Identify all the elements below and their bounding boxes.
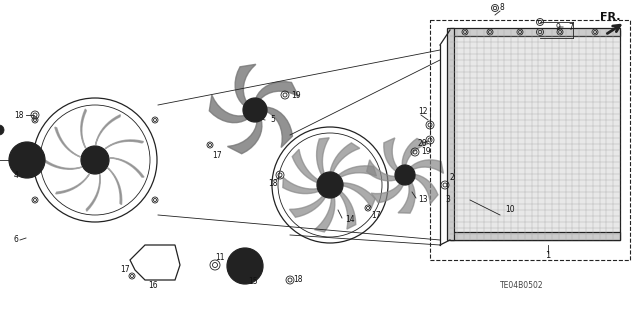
Text: 3: 3 <box>445 196 450 204</box>
Text: 16: 16 <box>148 280 157 290</box>
Circle shape <box>81 146 109 174</box>
Polygon shape <box>292 149 318 183</box>
Text: 17: 17 <box>371 211 381 219</box>
Polygon shape <box>235 64 256 107</box>
Circle shape <box>240 261 250 271</box>
Text: 12: 12 <box>418 108 428 116</box>
Bar <box>447 28 454 240</box>
Text: 6: 6 <box>14 235 19 244</box>
Polygon shape <box>384 138 399 172</box>
Polygon shape <box>43 160 82 169</box>
Circle shape <box>317 172 343 198</box>
Polygon shape <box>255 82 299 101</box>
Polygon shape <box>209 95 249 122</box>
Circle shape <box>227 248 263 284</box>
Polygon shape <box>105 140 143 149</box>
Text: 8: 8 <box>500 4 505 12</box>
Text: 13: 13 <box>418 196 428 204</box>
Polygon shape <box>367 160 398 181</box>
Text: 18: 18 <box>268 179 278 188</box>
Text: 15: 15 <box>248 278 258 286</box>
Text: 18: 18 <box>14 110 24 120</box>
Circle shape <box>22 155 32 165</box>
Polygon shape <box>289 196 325 217</box>
Text: 19: 19 <box>421 147 431 157</box>
Polygon shape <box>413 174 438 204</box>
Bar <box>450 28 620 36</box>
Polygon shape <box>95 115 120 145</box>
Polygon shape <box>339 192 356 229</box>
Polygon shape <box>227 118 262 154</box>
Polygon shape <box>314 197 335 232</box>
Text: 11: 11 <box>215 253 225 262</box>
Text: 2: 2 <box>450 174 455 182</box>
Text: 14: 14 <box>345 216 355 225</box>
Polygon shape <box>108 168 122 204</box>
Circle shape <box>9 142 45 178</box>
Polygon shape <box>283 178 319 194</box>
Circle shape <box>395 165 415 185</box>
Text: 5: 5 <box>270 115 275 124</box>
Bar <box>450 232 620 240</box>
Text: 4: 4 <box>14 170 19 180</box>
Polygon shape <box>81 109 86 148</box>
Polygon shape <box>398 181 415 213</box>
Polygon shape <box>110 158 144 177</box>
Polygon shape <box>265 107 292 147</box>
Polygon shape <box>339 166 376 177</box>
Polygon shape <box>86 174 100 211</box>
Text: 20: 20 <box>418 138 428 147</box>
Text: 19: 19 <box>291 91 301 100</box>
Text: 9: 9 <box>556 24 561 33</box>
Polygon shape <box>55 127 81 157</box>
Text: 10: 10 <box>505 205 515 214</box>
Polygon shape <box>371 182 404 203</box>
Text: 17: 17 <box>212 151 221 160</box>
Polygon shape <box>402 138 428 167</box>
Polygon shape <box>317 138 329 175</box>
Text: TE04B0502: TE04B0502 <box>500 280 543 290</box>
Text: 18: 18 <box>293 276 303 285</box>
Circle shape <box>0 125 4 135</box>
Polygon shape <box>330 143 360 172</box>
Polygon shape <box>56 174 90 194</box>
Text: 1: 1 <box>545 250 550 259</box>
Text: 7: 7 <box>568 23 573 32</box>
Polygon shape <box>410 160 444 173</box>
Circle shape <box>243 98 267 122</box>
Polygon shape <box>450 30 620 240</box>
Text: FR.: FR. <box>600 12 621 22</box>
Polygon shape <box>343 183 375 208</box>
Text: 17: 17 <box>120 265 130 275</box>
Bar <box>430 20 630 260</box>
